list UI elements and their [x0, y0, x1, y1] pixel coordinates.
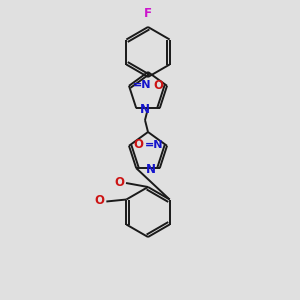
Text: =N: =N: [145, 140, 163, 150]
Text: O: O: [133, 138, 143, 151]
Text: F: F: [144, 7, 152, 20]
Text: O: O: [94, 194, 104, 207]
Text: O: O: [153, 79, 163, 92]
Text: N: N: [146, 163, 156, 176]
Text: N: N: [140, 103, 150, 116]
Text: O: O: [114, 176, 124, 188]
Text: =N: =N: [133, 80, 152, 90]
